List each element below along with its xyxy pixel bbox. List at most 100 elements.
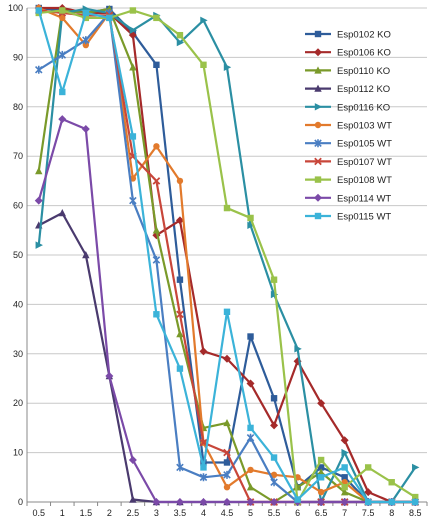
data-point <box>223 483 231 491</box>
legend-marker <box>314 176 322 183</box>
data-point <box>153 143 160 150</box>
data-point <box>129 133 137 140</box>
data-point <box>247 214 254 222</box>
legend-entry: Esp0114 WT <box>305 193 391 204</box>
data-point <box>223 448 231 457</box>
y-tick-label: 90 <box>13 52 23 62</box>
x-tick-label: 8.5 <box>409 508 422 518</box>
legend-marker <box>314 157 322 166</box>
legend-entry: Esp0102 KO <box>305 30 391 41</box>
data-point <box>270 498 279 506</box>
legend-marker <box>314 139 322 148</box>
x-tick-label: 1 <box>60 508 65 518</box>
data-point <box>106 14 113 22</box>
data-point <box>58 115 67 124</box>
y-tick-label: 20 <box>13 398 23 408</box>
data-point <box>246 379 255 388</box>
data-point <box>294 345 302 353</box>
x-tick-label: 0.5 <box>33 508 46 518</box>
data-point <box>176 177 184 185</box>
data-point <box>128 31 137 40</box>
data-point <box>247 466 254 474</box>
data-point <box>317 488 325 496</box>
x-tick-label: 3 <box>154 508 159 518</box>
data-point <box>35 7 42 14</box>
data-point <box>175 498 184 506</box>
legend-entry: Esp0106 KO <box>305 48 391 59</box>
data-point <box>200 464 207 471</box>
data-point <box>199 498 208 506</box>
data-point <box>223 459 231 466</box>
data-point <box>317 474 325 481</box>
y-tick-label: 0 <box>18 497 23 507</box>
data-point <box>34 196 43 205</box>
y-tick-label: 60 <box>13 201 23 211</box>
data-point <box>176 31 184 39</box>
data-point <box>317 468 325 476</box>
x-tick-label: 6.5 <box>315 508 328 518</box>
data-point <box>129 63 137 71</box>
data-point <box>223 308 231 316</box>
data-point <box>152 255 161 264</box>
data-point <box>388 479 395 486</box>
data-point <box>270 395 278 402</box>
data-point <box>341 474 348 481</box>
x-tick-label: 5.5 <box>268 508 281 518</box>
legend-entry: Esp0107 WT <box>305 157 392 168</box>
y-tick-label: 80 <box>13 102 23 112</box>
series-layer <box>34 4 420 506</box>
legend-label: Esp0103 WT <box>337 121 392 132</box>
data-point <box>341 483 348 491</box>
data-point <box>176 310 184 319</box>
data-point <box>317 456 325 464</box>
data-point <box>341 448 349 457</box>
x-tick-label: 1.5 <box>80 508 93 518</box>
y-tick-label: 50 <box>13 250 23 260</box>
data-point <box>35 167 43 175</box>
x-tick-label: 8 <box>389 508 394 518</box>
data-point <box>246 498 255 506</box>
y-tick-label: 10 <box>13 448 23 458</box>
y-tick-label: 70 <box>13 151 23 161</box>
data-point <box>364 498 372 506</box>
series-10 <box>35 7 419 506</box>
data-point <box>200 61 207 69</box>
data-point <box>341 464 348 471</box>
data-point <box>340 488 349 496</box>
data-point <box>340 498 349 506</box>
legend-label: Esp0114 WT <box>337 193 391 204</box>
data-point <box>223 470 231 479</box>
legend-label: Esp0102 KO <box>337 30 391 41</box>
data-point <box>58 50 67 59</box>
data-point <box>82 9 90 17</box>
data-point <box>199 347 208 356</box>
data-point <box>153 61 160 69</box>
y-tick-label: 100 <box>8 3 23 13</box>
legend-marker <box>314 212 322 220</box>
data-point <box>388 498 395 506</box>
data-point <box>152 226 161 234</box>
data-point <box>105 372 114 381</box>
data-point <box>412 463 420 472</box>
data-point <box>317 464 325 471</box>
data-point <box>247 333 254 340</box>
data-point <box>128 456 137 465</box>
x-tick-label: 5 <box>248 508 253 518</box>
data-point <box>176 330 184 338</box>
legend-entry: Esp0105 WT <box>305 139 392 150</box>
data-point <box>246 483 255 491</box>
data-point <box>270 471 278 479</box>
data-point <box>364 488 373 497</box>
legend-marker <box>314 103 323 111</box>
x-tick-label: 7 <box>342 508 347 518</box>
data-point <box>270 478 278 487</box>
data-point <box>152 498 161 506</box>
legend-label: Esp0107 WT <box>337 157 392 168</box>
series-8 <box>35 7 419 506</box>
legend-label: Esp0106 KO <box>337 48 391 59</box>
x-tick-label: 2.5 <box>127 508 140 518</box>
data-point <box>317 399 326 408</box>
data-point <box>129 495 137 503</box>
legend-entry: Esp0108 WT <box>305 175 392 186</box>
